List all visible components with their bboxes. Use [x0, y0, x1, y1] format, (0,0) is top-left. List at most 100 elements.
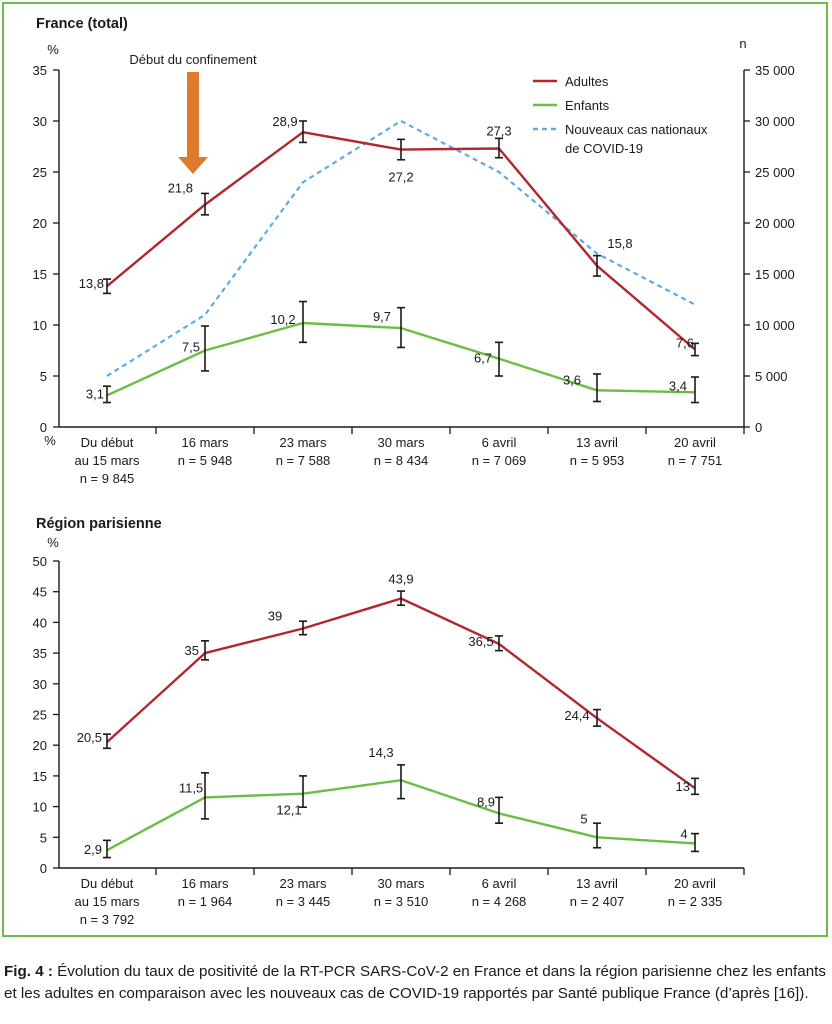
error-bar-adults — [201, 192, 209, 216]
error-bar-children — [397, 764, 405, 800]
data-label-adults: 28,9 — [272, 114, 297, 129]
y-tick-label: 15 — [33, 267, 47, 282]
data-label-children: 8,9 — [477, 794, 495, 809]
data-label-children: 4 — [680, 826, 687, 841]
error-bar-adults — [495, 635, 503, 652]
y-tick-label: 35 — [33, 646, 47, 661]
series-line-national — [106, 119, 696, 377]
data-label-children: 3,1 — [86, 386, 104, 401]
x-tick-label: n = 1 964 — [178, 894, 233, 909]
x-tick-label: 23 mars — [280, 435, 327, 450]
x-tick-label: n = 7 588 — [276, 453, 331, 468]
x-tick-label: Du début — [81, 435, 134, 450]
data-label-children: 7,5 — [182, 340, 200, 355]
data-label-children: 3,4 — [669, 378, 687, 393]
y-tick-label: 25 — [33, 708, 47, 723]
x-tick-label: Du début — [81, 876, 134, 891]
legend-item-national: Nouveaux cas nationaux de COVID-19 — [533, 122, 708, 156]
x-tick-label: au 15 mars — [74, 453, 140, 468]
y-tick-label: 30 — [33, 677, 47, 692]
data-label-adults: 13 — [676, 779, 690, 794]
caption-label: Fig. 4 : — [4, 963, 53, 980]
y-tick-label: 40 — [33, 615, 47, 630]
error-bar-children — [593, 373, 601, 403]
x-tick-label: n = 4 268 — [472, 894, 527, 909]
data-label-adults: 15,8 — [607, 236, 632, 251]
legend-label: Nouveaux cas nationaux — [565, 122, 708, 137]
error-bar-adults — [593, 708, 601, 727]
error-bar-adults — [593, 254, 601, 277]
error-bar-children — [103, 839, 111, 859]
y-tick-label: 5 — [40, 830, 47, 845]
data-label-adults: 27,2 — [388, 170, 413, 185]
data-label-children: 6,7 — [474, 351, 492, 366]
down-arrow-icon — [178, 72, 208, 174]
error-bar-adults — [691, 342, 699, 357]
figure-frame — [2, 2, 828, 937]
x-tick-label: n = 9 845 — [80, 471, 135, 486]
x-tick-label: n = 2 335 — [668, 894, 723, 909]
error-bar-children — [495, 796, 503, 824]
y-tick-label: 0 — [40, 861, 47, 876]
data-label-adults: 36,5 — [468, 634, 493, 649]
error-bar-adults — [691, 777, 699, 796]
x-tick-label: au 15 mars — [74, 894, 140, 909]
data-label-adults: 43,9 — [388, 571, 413, 586]
x-tick-label: 6 avril — [482, 876, 517, 891]
data-label-adults: 13,8 — [79, 276, 104, 291]
y-axis-unit-bottom: % — [44, 433, 56, 448]
x-tick-label: n = 3 445 — [276, 894, 331, 909]
data-label-children: 2,9 — [84, 842, 102, 857]
y2-tick-label: 0 — [755, 420, 762, 435]
y-tick-label: 0 — [40, 420, 47, 435]
x-tick-label: 20 avril — [674, 876, 716, 891]
error-bar-children — [691, 376, 699, 404]
error-bar-adults — [397, 138, 405, 161]
x-tick-label: n = 7 751 — [668, 453, 723, 468]
error-bar-children — [299, 300, 307, 344]
error-bar-adults — [299, 620, 307, 636]
legend-label: Adultes — [565, 74, 609, 89]
data-label-adults: 39 — [268, 609, 282, 624]
error-bar-adults — [397, 590, 405, 607]
data-label-children: 10,2 — [270, 312, 295, 327]
y-axis-unit: % — [47, 535, 59, 550]
error-bar-adults — [103, 278, 111, 295]
x-tick-label: n = 8 434 — [374, 453, 429, 468]
x-tick-label: n = 5 948 — [178, 453, 233, 468]
data-label-children: 14,3 — [368, 745, 393, 760]
y-tick-label: 25 — [33, 165, 47, 180]
x-tick-label: n = 3 510 — [374, 894, 429, 909]
data-label-adults: 35 — [185, 643, 199, 658]
y2-tick-label: 35 000 — [755, 63, 795, 78]
y2-axis-unit: n — [739, 36, 746, 51]
x-tick-label: 23 mars — [280, 876, 327, 891]
x-tick-label: n = 2 407 — [570, 894, 625, 909]
caption-text: Évolution du taux de positivité de la RT… — [4, 963, 826, 1002]
y2-tick-label: 15 000 — [755, 267, 795, 282]
x-tick-label: 13 avril — [576, 876, 618, 891]
y-tick-label: 30 — [33, 114, 47, 129]
x-tick-label: 13 avril — [576, 435, 618, 450]
y-tick-label: 50 — [33, 554, 47, 569]
y2-tick-label: 10 000 — [755, 318, 795, 333]
x-tick-label: 6 avril — [482, 435, 517, 450]
figure-caption: Fig. 4 : Évolution du taux de positivité… — [4, 961, 830, 1004]
x-tick-label: n = 5 953 — [570, 453, 625, 468]
error-bar-adults — [103, 733, 111, 750]
error-bar-children — [593, 822, 601, 849]
data-label-children: 11,5 — [179, 780, 203, 795]
y-tick-label: 20 — [33, 738, 47, 753]
error-bar-adults — [299, 120, 307, 144]
y-tick-label: 15 — [33, 769, 47, 784]
data-label-adults: 21,8 — [168, 181, 193, 196]
error-bar-children — [201, 325, 209, 372]
error-bar-children — [495, 341, 503, 377]
data-label-children: 5 — [580, 811, 587, 826]
y-tick-label: 35 — [33, 63, 47, 78]
y-axis-unit: % — [47, 42, 59, 57]
chart-title: France (total) — [36, 16, 128, 32]
chart-legend: Adultes Enfants Nouveaux cas nationaux de C… — [533, 74, 708, 156]
